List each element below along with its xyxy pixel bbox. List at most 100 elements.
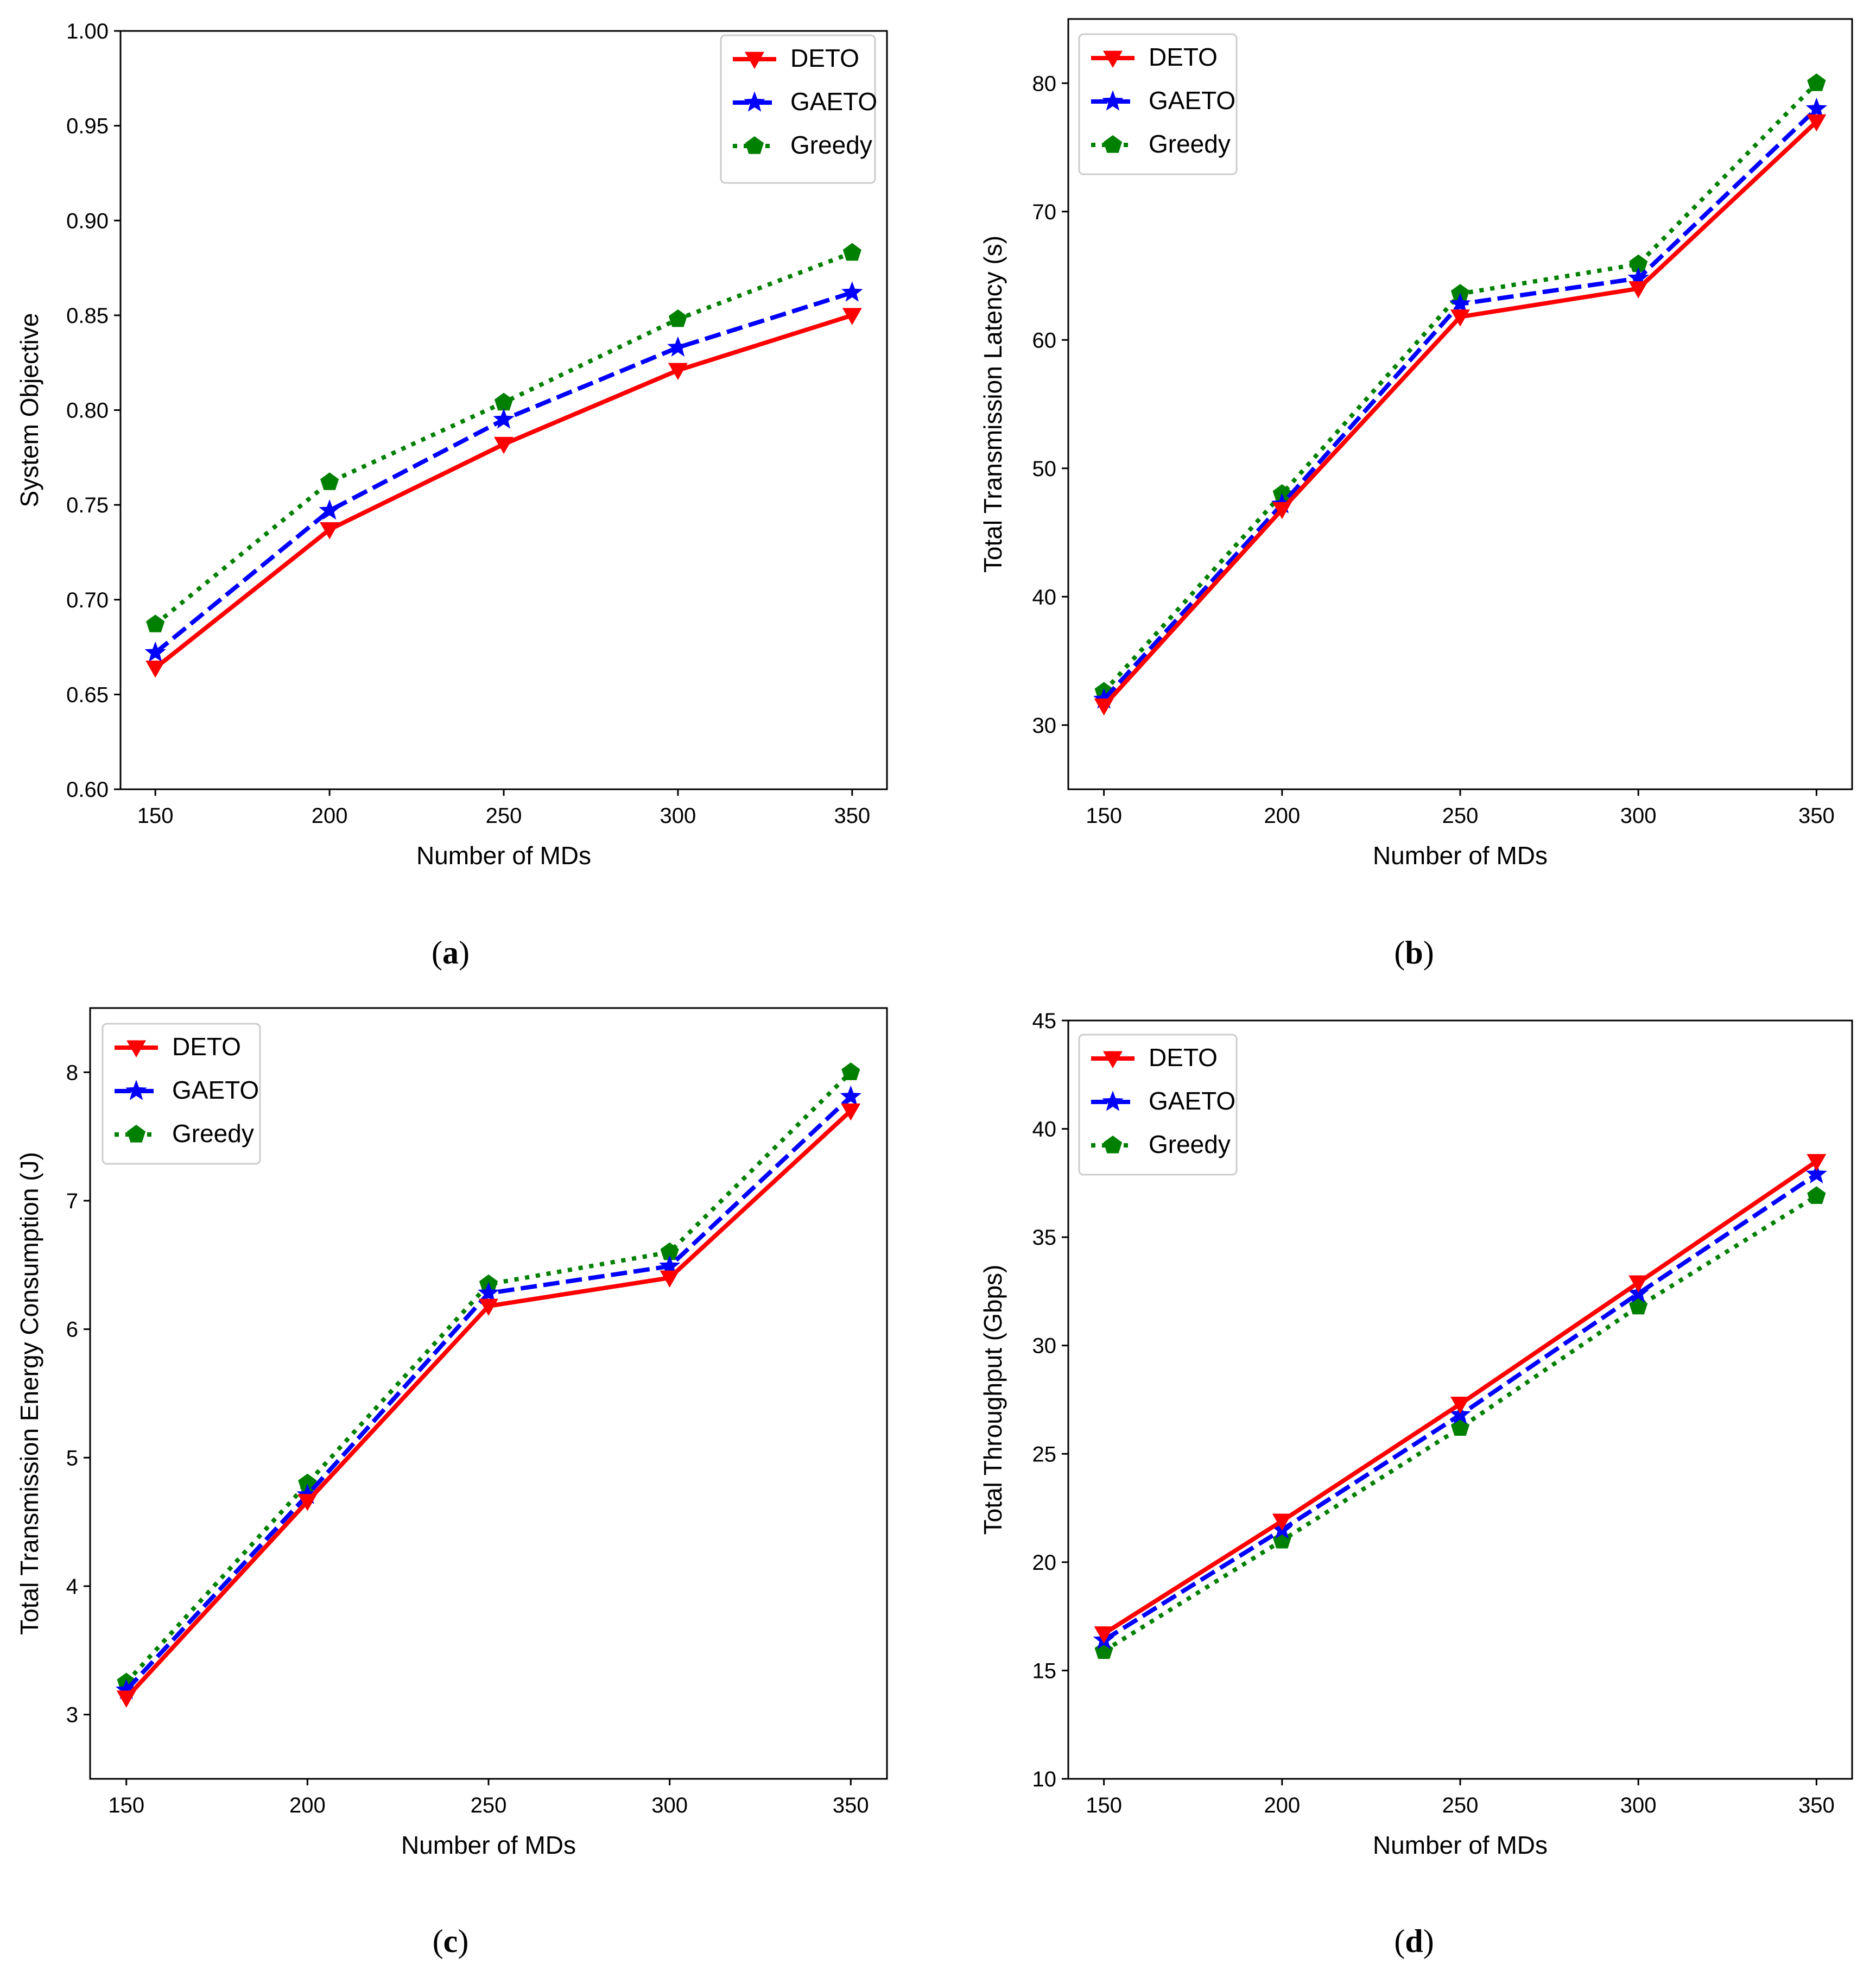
data-point-deto xyxy=(841,1103,861,1121)
series-deto xyxy=(1094,114,1827,716)
y-tick-label: 20 xyxy=(1032,1551,1057,1575)
y-axis-label: Total Transmission Energy Consumption (J… xyxy=(15,1152,43,1635)
y-tick-label: 1.00 xyxy=(66,20,109,43)
y-tick-label: 3 xyxy=(66,1703,78,1727)
chart-panel-d: 150 200 250 300 350 10 15 20 25 30 35 40 45 Number of… xyxy=(979,1009,1853,1959)
x-tick-label: 300 xyxy=(651,1793,688,1817)
x-tick-label: 250 xyxy=(486,804,522,828)
data-point-deto xyxy=(1807,114,1827,132)
pentagon-icon xyxy=(1103,1136,1123,1154)
data-point-gaeto xyxy=(1805,1163,1828,1184)
data-point-deto xyxy=(479,1298,498,1316)
x-tick-label: 250 xyxy=(471,1793,507,1817)
caption-letter: a xyxy=(442,935,459,971)
data-point-gaeto xyxy=(667,336,689,357)
y-tick-label: 6 xyxy=(66,1318,78,1342)
legend-label-gaeto: GAETO xyxy=(790,87,877,116)
y-tick-label: 0.75 xyxy=(66,493,109,517)
y-tick-label: 5 xyxy=(66,1446,78,1470)
data-point-gaeto xyxy=(841,281,863,302)
caption-paren-close: ) xyxy=(1423,1923,1434,1959)
data-point-gaeto xyxy=(1805,97,1828,118)
legend: DETO GAETO Greedy xyxy=(1078,33,1238,175)
y-tick-label: 15 xyxy=(1032,1659,1057,1683)
data-point-deto xyxy=(660,1270,680,1288)
series-greedy xyxy=(146,243,861,632)
legend-label-gaeto: GAETO xyxy=(1149,1087,1235,1115)
star-icon xyxy=(1102,1091,1124,1111)
y-tick-label: 40 xyxy=(1032,1118,1057,1142)
legend-label-deto: DETO xyxy=(172,1032,241,1061)
data-point-greedy xyxy=(320,472,339,490)
legend-label-greedy: Greedy xyxy=(1149,1130,1231,1158)
x-tick-label: 150 xyxy=(137,804,174,828)
y-tick-label: 0.85 xyxy=(66,304,109,328)
x-tick-label: 200 xyxy=(1264,1793,1300,1817)
chart-panel-b: 150 200 250 300 350 30 40 50 60 70 80 Number of MDs… xyxy=(979,18,1853,971)
data-point-greedy xyxy=(841,1062,860,1080)
data-point-gaeto xyxy=(840,1085,861,1106)
data-point-gaeto xyxy=(144,641,166,662)
y-tick-label: 0.95 xyxy=(66,115,109,138)
data-point-deto xyxy=(1272,1513,1292,1531)
legend-label-greedy: Greedy xyxy=(1149,130,1231,158)
legend-box xyxy=(1078,33,1238,175)
y-tick-label: 70 xyxy=(1032,200,1057,224)
x-axis-label: Number of MDs xyxy=(1373,1831,1548,1859)
panel-caption: (d) xyxy=(1394,1923,1434,1959)
data-point-deto xyxy=(1272,502,1292,519)
legend-label-greedy: Greedy xyxy=(790,131,872,159)
data-point-gaeto xyxy=(1449,293,1471,313)
data-point-gaeto xyxy=(1627,1282,1649,1303)
legend-label-deto: DETO xyxy=(1149,1043,1218,1072)
data-point-greedy xyxy=(494,392,514,411)
x-tick-label: 350 xyxy=(833,1793,869,1817)
data-point-gaeto xyxy=(1093,688,1115,709)
data-point-gaeto xyxy=(116,1679,137,1700)
caption-paren-open: ( xyxy=(1394,935,1405,971)
chart-panel-c: 150 200 250 300 350 3 4 5 6 7 8 Number of MDs Total … xyxy=(15,1007,888,1959)
data-point-gaeto xyxy=(1627,267,1649,288)
data-point-greedy xyxy=(1272,484,1291,502)
x-tick-label: 250 xyxy=(1442,804,1479,828)
x-axis-label: Number of MDs xyxy=(1373,841,1548,870)
data-point-deto xyxy=(320,522,340,540)
data-point-deto xyxy=(668,363,688,381)
caption-paren-close: ) xyxy=(458,1923,468,1959)
panel-caption: (a) xyxy=(432,935,470,971)
x-tick-label: 300 xyxy=(1620,804,1657,828)
data-point-gaeto xyxy=(493,408,515,429)
panel-caption: (c) xyxy=(433,1923,469,1959)
star-icon xyxy=(125,1080,147,1100)
caption-letter: d xyxy=(1405,1923,1423,1959)
y-tick-label: 0.65 xyxy=(66,683,109,707)
y-tick-label: 0.90 xyxy=(66,209,109,233)
data-point-deto xyxy=(1450,1396,1470,1414)
y-tick-label: 10 xyxy=(1032,1767,1057,1791)
data-point-greedy xyxy=(146,614,165,632)
pentagon-icon xyxy=(745,136,764,154)
pentagon-icon xyxy=(1103,135,1123,153)
legend: DETO GAETO Greedy xyxy=(1078,1034,1238,1176)
caption-paren-close: ) xyxy=(1423,935,1434,971)
legend-label-gaeto: GAETO xyxy=(1149,86,1235,115)
data-point-deto xyxy=(1807,1154,1827,1171)
data-point-greedy xyxy=(1807,1186,1826,1204)
caption-paren-open: ( xyxy=(433,1923,443,1959)
x-tick-label: 350 xyxy=(1798,1793,1835,1817)
data-point-deto xyxy=(1450,309,1470,327)
x-tick-label: 300 xyxy=(1620,1793,1657,1817)
legend-label-deto: DETO xyxy=(790,44,859,72)
y-tick-label: 0.80 xyxy=(66,399,109,423)
y-tick-label: 40 xyxy=(1032,585,1057,609)
data-point-gaeto xyxy=(478,1282,499,1303)
data-point-deto xyxy=(1628,281,1649,299)
y-axis-label: System Objective xyxy=(15,313,43,508)
x-tick-label: 350 xyxy=(1798,804,1835,828)
data-point-deto xyxy=(145,660,166,678)
x-tick-label: 300 xyxy=(660,804,696,828)
data-point-deto xyxy=(842,308,862,325)
data-point-greedy xyxy=(668,309,687,327)
legend: DETO GAETO Greedy xyxy=(720,34,877,184)
